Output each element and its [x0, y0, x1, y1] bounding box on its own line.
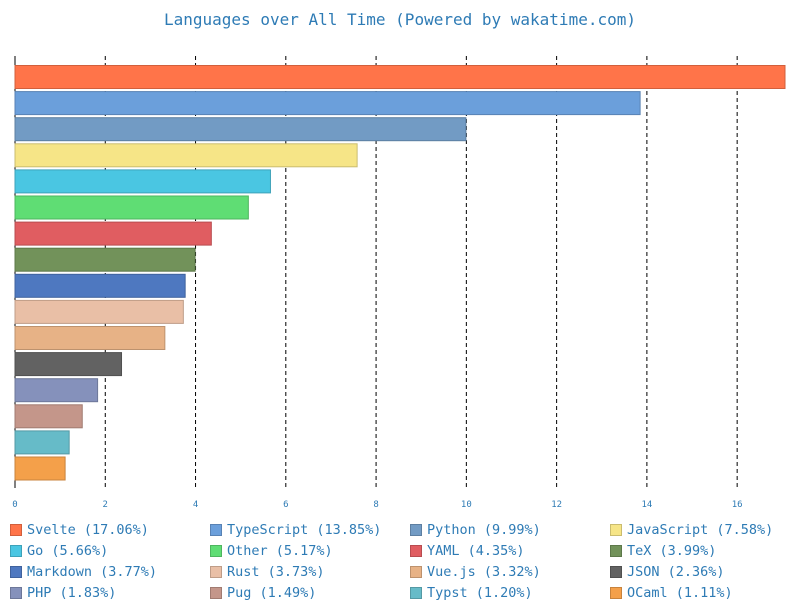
x-tick-label: 10 — [461, 500, 472, 510]
x-tick-label: 2 — [103, 500, 108, 510]
legend-label: JSON (2.36%) — [627, 564, 725, 580]
bar-markdown — [14, 273, 186, 298]
legend-label: OCaml (1.11%) — [627, 585, 733, 601]
legend-label: YAML (4.35%) — [427, 543, 525, 559]
x-axis-ticks: 0 2 4 6 8 10 12 14 16 — [12, 500, 742, 510]
legend-swatch — [10, 545, 22, 557]
bar-yaml — [14, 221, 212, 246]
legend-item: TeX (3.99%) — [610, 543, 716, 559]
legend-label: JavaScript (7.58%) — [627, 522, 774, 538]
legend-swatch — [210, 524, 222, 536]
bar-svelte — [14, 65, 786, 89]
legend-label: Typst (1.20%) — [427, 585, 533, 601]
x-tick-label: 8 — [373, 500, 378, 510]
legend-swatch — [10, 587, 22, 599]
legend-swatch — [210, 545, 222, 557]
legend-item: Pug (1.49%) — [210, 585, 316, 601]
legend-swatch — [410, 587, 422, 599]
bar-php — [14, 378, 99, 403]
bar-json — [14, 352, 123, 377]
bar-pug — [14, 404, 83, 429]
bar-ocaml — [14, 456, 66, 481]
bar-python — [14, 117, 467, 142]
legend-swatch — [10, 524, 22, 536]
legend-label: Go (5.66%) — [27, 543, 109, 559]
x-tick-label: 0 — [12, 500, 17, 510]
legend-label: Rust (3.73%) — [227, 564, 325, 580]
bars — [14, 65, 786, 481]
legend-item: TypeScript (13.85%) — [210, 522, 381, 538]
legend-swatch — [410, 545, 422, 557]
legend-swatch — [610, 545, 622, 557]
legend-swatch — [410, 566, 422, 578]
legend-swatch — [610, 524, 622, 536]
legend-item: Python (9.99%) — [410, 522, 541, 538]
bar-typescript — [14, 91, 641, 116]
bar-typst — [14, 430, 70, 455]
legend-item: Other (5.17%) — [210, 543, 333, 559]
legend-label: Other (5.17%) — [227, 543, 333, 559]
legend-label: Vue.js (3.32%) — [427, 564, 541, 580]
x-tick-label: 4 — [193, 500, 198, 510]
chart-title: Languages over All Time (Powered by waka… — [163, 10, 636, 29]
bar-chart: 0 2 4 6 8 10 12 14 16 — [12, 56, 786, 510]
bar-rust — [14, 299, 184, 324]
legend-item: Vue.js (3.32%) — [410, 564, 541, 580]
x-tick-label: 14 — [641, 500, 652, 510]
x-tick-label: 6 — [283, 500, 288, 510]
legend-label: Markdown (3.77%) — [27, 564, 158, 580]
bar-other — [14, 195, 249, 220]
bar-tex — [14, 247, 196, 272]
legend-item: YAML (4.35%) — [410, 543, 525, 559]
legend-swatch — [210, 587, 222, 599]
legend-label: Svelte (17.06%) — [27, 522, 149, 538]
legend-label: Pug (1.49%) — [227, 585, 317, 601]
legend-swatch — [610, 587, 622, 599]
legend-item: JSON (2.36%) — [610, 564, 725, 580]
bar-javascript — [14, 143, 358, 168]
legend-swatch — [410, 524, 422, 536]
legend-item: Rust (3.73%) — [210, 564, 325, 580]
legend-item: Typst (1.20%) — [410, 585, 533, 601]
x-tick-label: 12 — [551, 500, 562, 510]
x-tick-label: 16 — [732, 500, 743, 510]
legend-swatch — [10, 566, 22, 578]
legend-item: PHP (1.83%) — [10, 585, 116, 601]
legend-swatch — [610, 566, 622, 578]
legend-item: Go (5.66%) — [10, 543, 108, 559]
legend-item: JavaScript (7.58%) — [610, 522, 773, 538]
bar-go — [14, 169, 271, 194]
legend-label: TeX (3.99%) — [627, 543, 717, 559]
legend-item: Svelte (17.06%) — [10, 522, 149, 538]
legend-label: PHP (1.83%) — [27, 585, 117, 601]
legend-item: OCaml (1.11%) — [610, 585, 733, 601]
legend-label: TypeScript (13.85%) — [227, 522, 382, 538]
legend-label: Python (9.99%) — [427, 522, 541, 538]
legend-item: Markdown (3.77%) — [10, 564, 157, 580]
bar-vue-js — [14, 326, 166, 350]
legend-swatch — [210, 566, 222, 578]
